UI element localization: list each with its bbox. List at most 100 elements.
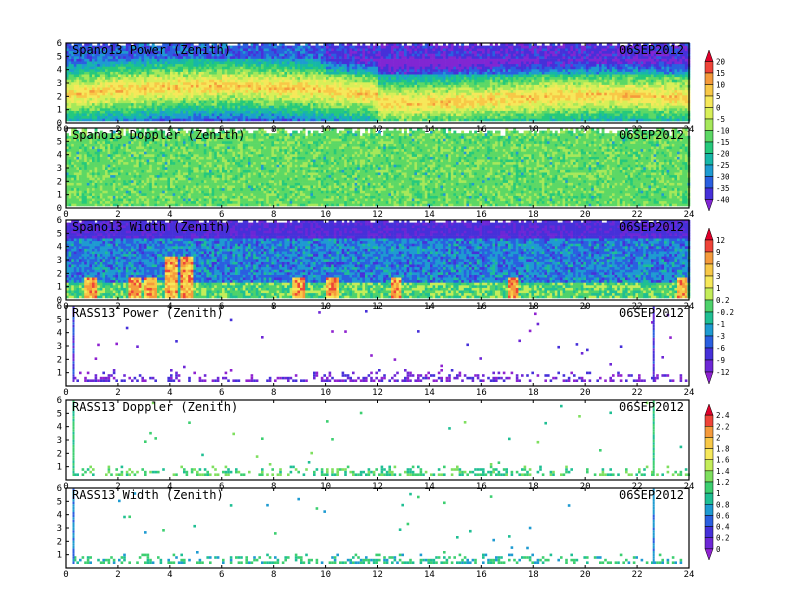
x-tick-label: 22 [632,388,643,398]
y-tick-label: 1 [57,106,62,116]
colorbar-segment [705,460,713,471]
colorbar-segment [705,324,713,336]
colorbar-label: 0.8 [716,500,730,509]
y-tick-label: 4 [57,243,62,253]
colorbar-segment [705,142,713,154]
x-tick-label: 14 [424,210,435,220]
colorbar-label: 2 [716,433,721,442]
colorbar-label: -20 [716,150,730,159]
colorbar-label: 3 [716,272,721,281]
colorbar-label: 0.2 [716,534,730,543]
y-tick-label: 6 [57,302,62,312]
colorbar-label: 1 [716,284,721,293]
colorbar-cap-top [705,228,713,240]
colorbar-label: -12 [716,368,730,377]
y-tick-label: 2 [57,355,62,365]
colorbar-segment [705,264,713,276]
x-tick-label: 16 [476,210,487,220]
y-tick-label: 1 [57,369,62,379]
x-tick-label: 16 [476,388,487,398]
colorbar-segment [705,360,713,372]
colorbar-label: -40 [716,196,730,205]
colorbar-cap-bottom [705,549,713,560]
x-tick-label: 20 [580,210,591,220]
colorbar-segment [705,73,713,85]
colorbar-label: 1.6 [716,456,730,465]
y-tick-label: 4 [57,329,62,339]
y-tick-label: 6 [57,396,62,406]
colorbar-cap-bottom [705,200,713,212]
y-tick-label: 5 [57,137,62,147]
y-tick-label: 4 [57,511,62,521]
x-tick-label: 8 [271,570,276,580]
colorbar-segment [705,288,713,300]
colorbar-label: -9 [716,356,725,365]
colorbar-segment [705,188,713,200]
colorbar-segment [705,62,713,74]
colorbar-cap-bottom [705,372,713,384]
y-tick-label: 5 [57,315,62,325]
colorbar-cap-top [705,404,713,415]
y-tick-label: 1 [57,191,62,201]
colorbar-label: -15 [716,138,730,147]
x-tick-label: 22 [632,570,643,580]
x-tick-label: 4 [167,388,172,398]
colorbar-segment [705,515,713,526]
colorbar-label: -10 [716,127,730,136]
colorbar-label: 1.8 [716,445,730,454]
x-tick-label: 6 [219,570,224,580]
colorbar-segment [705,312,713,324]
x-tick-label: 2 [115,388,120,398]
panel-date: 06SEP2012 [619,128,684,142]
colorbar-segment [705,527,713,538]
colorbar-label: -6 [716,344,726,353]
colorbar-label: 0.6 [716,511,730,520]
colorbar-label: 15 [716,69,725,78]
y-tick-label: 2 [57,177,62,187]
x-tick-label: 0 [63,210,68,220]
colorbar-segment [705,426,713,437]
y-tick-label: 3 [57,256,62,266]
colorbar-segment [705,504,713,515]
colorbar-cap-top [705,50,713,62]
colorbar-segment [705,300,713,312]
colorbar-label: 20 [716,58,726,67]
panel-date: 06SEP2012 [619,488,684,502]
colorbar-segment [705,482,713,493]
colorbar-segment [705,538,713,549]
x-tick-label: 4 [167,570,172,580]
colorbar-segment [705,154,713,166]
panel-title: RASS13 Width (Zenith) [72,488,224,502]
colorbar-label: 0.2 [716,296,730,305]
colorbar-label: -30 [716,173,730,182]
colorbar-segment [705,85,713,97]
colorbar-segment [705,449,713,460]
x-tick-label: 12 [372,210,383,220]
y-tick-label: 6 [57,216,62,226]
x-tick-label: 6 [219,210,224,220]
panel-date: 06SEP2012 [619,220,684,234]
x-tick-label: 12 [372,570,383,580]
x-tick-label: 8 [271,210,276,220]
colorbar-label: 0 [716,545,721,554]
y-tick-label: 1 [57,283,62,293]
y-tick-label: 5 [57,409,62,419]
y-tick-label: 2 [57,537,62,547]
x-tick-label: 2 [115,210,120,220]
panel-date: 06SEP2012 [619,43,684,57]
x-tick-label: 18 [528,210,539,220]
colorbar-segment [705,348,713,360]
y-tick-label: 1 [57,463,62,473]
x-tick-label: 22 [632,210,643,220]
colorbar-label: 2.4 [716,411,730,420]
y-tick-label: 2 [57,269,62,279]
x-tick-label: 0 [63,570,68,580]
colorbar-segment [705,96,713,108]
colorbar-label: 1.2 [716,478,730,487]
panel-title: Spano13 Doppler (Zenith) [72,128,245,142]
colorbar-label: 1.4 [716,467,730,476]
